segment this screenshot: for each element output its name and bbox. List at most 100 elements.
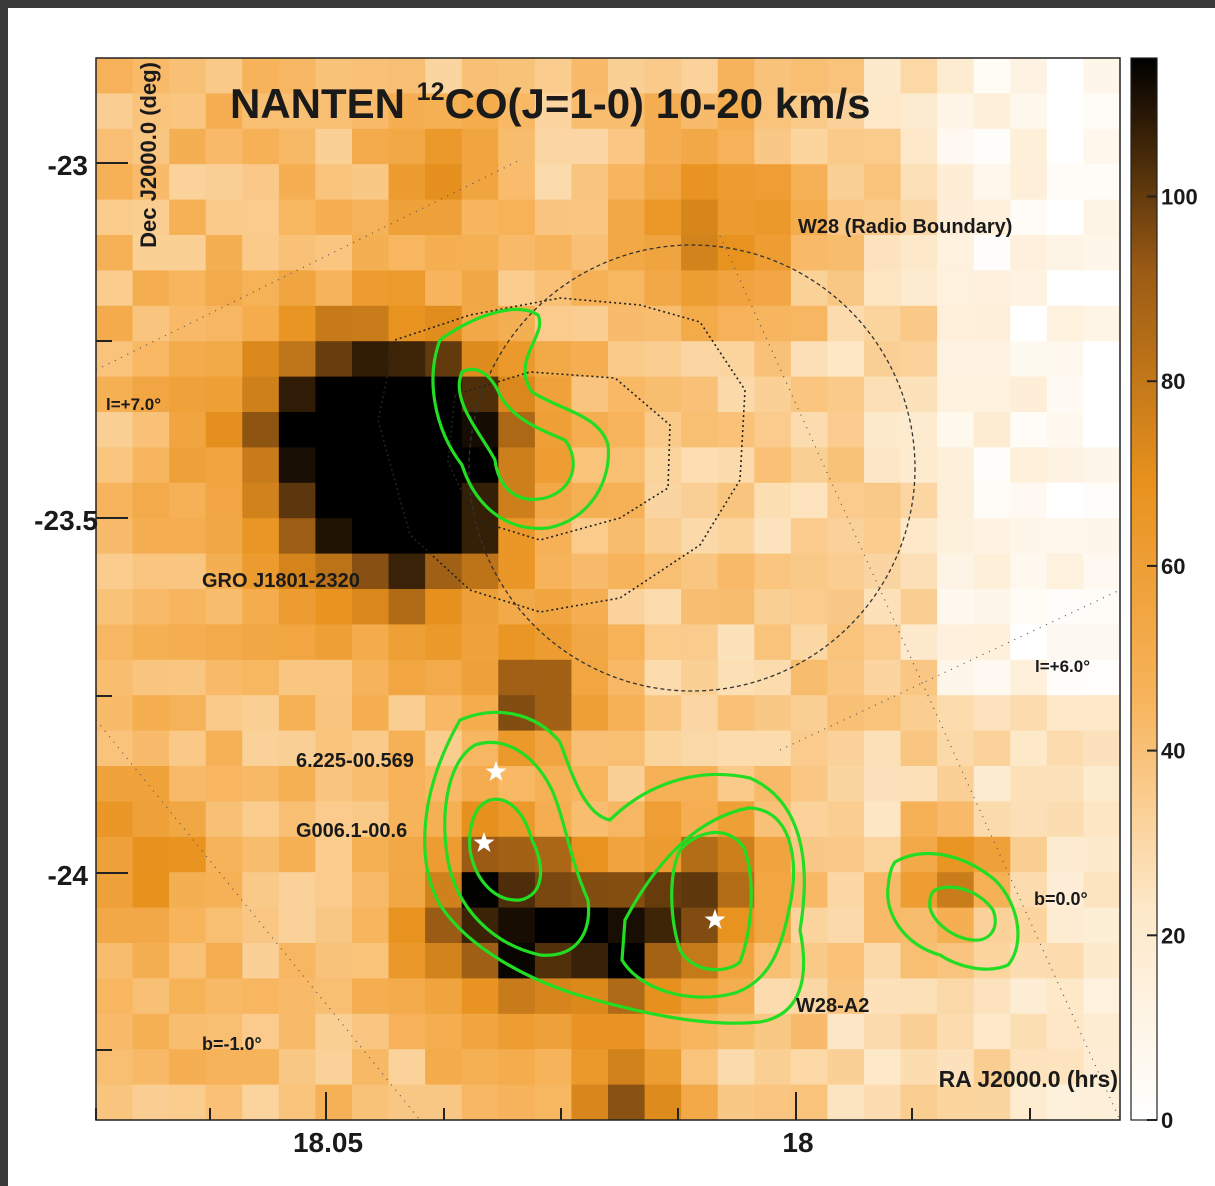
heatmap-cell	[900, 766, 938, 802]
heatmap-cell	[534, 270, 573, 307]
heatmap-cell	[278, 1084, 317, 1120]
heatmap-cell	[754, 447, 792, 484]
heatmap-cell	[352, 836, 390, 873]
heatmap-cell	[1046, 1084, 1085, 1120]
heatmap-cell	[96, 907, 134, 944]
heatmap-cell	[973, 766, 1011, 802]
heatmap-cell	[132, 235, 170, 271]
heatmap-cell	[1046, 199, 1085, 236]
heatmap-cell	[242, 1049, 280, 1086]
heatmap-cell	[608, 376, 646, 413]
heatmap-cell	[608, 1049, 646, 1086]
heatmap-cell	[425, 164, 463, 201]
heatmap-cell	[973, 164, 1011, 201]
heatmap-cell	[498, 1084, 536, 1120]
heatmap-cell	[169, 270, 207, 307]
heatmap-cell	[1083, 93, 1120, 130]
heatmap-cell	[717, 730, 755, 767]
heatmap-cell	[973, 305, 1011, 342]
heatmap-cell	[278, 553, 317, 590]
heatmap-cell	[827, 801, 865, 838]
heatmap-cell	[388, 872, 426, 909]
heatmap-cell	[717, 341, 755, 378]
heatmap-cell	[461, 164, 499, 201]
heatmap-cell	[973, 128, 1011, 165]
heatmap-cell	[827, 128, 865, 165]
heatmap-cell	[1083, 447, 1120, 484]
heatmap-cell	[388, 695, 426, 732]
heatmap-cell	[827, 766, 865, 802]
heatmap-cell	[754, 872, 792, 909]
heatmap-cell	[352, 766, 390, 802]
heatmap-cell	[242, 730, 280, 767]
colorbar-tick-label-1: 20	[1161, 923, 1185, 948]
heatmap-cell	[973, 1013, 1011, 1050]
heatmap-cell	[425, 730, 463, 767]
heatmap-cell	[937, 589, 975, 625]
heatmap-cell	[498, 412, 536, 448]
heatmap-cell	[571, 553, 609, 590]
y-tick-label-2: -23.5	[34, 505, 98, 536]
heatmap-cell	[315, 730, 353, 767]
heatmap-cell	[169, 235, 207, 271]
heatmap-cell	[352, 412, 390, 448]
heatmap-cell	[937, 730, 975, 767]
heatmap-cell	[790, 695, 829, 732]
heatmap-cell	[754, 836, 792, 873]
heatmap-cell	[608, 907, 646, 944]
heatmap-cell	[242, 164, 280, 201]
heatmap-cell	[608, 341, 646, 378]
heatmap-cell	[754, 624, 792, 661]
source-label-1: 6.225-00.569	[296, 750, 414, 772]
heatmap-cell	[534, 58, 573, 94]
heatmap-cell	[608, 695, 646, 732]
heatmap-cell	[96, 199, 134, 236]
heatmap-cell	[498, 1013, 536, 1050]
heatmap-cell	[1083, 376, 1120, 413]
heatmap-cell	[352, 1013, 390, 1050]
heatmap-cell	[498, 235, 536, 271]
heatmap-cell	[937, 270, 975, 307]
heatmap-cell	[790, 447, 829, 484]
heatmap-cell	[315, 801, 353, 838]
heatmap-cells	[96, 58, 1120, 1120]
heatmap-cell	[169, 447, 207, 484]
heatmap-cell	[608, 659, 646, 696]
heatmap-cell	[608, 482, 646, 519]
heatmap-cell	[827, 624, 865, 661]
heatmap-cell	[461, 730, 499, 767]
heatmap-cell	[96, 376, 134, 413]
heatmap-cell	[1010, 270, 1048, 307]
heatmap-cell	[608, 1013, 646, 1050]
heatmap-cell	[608, 412, 646, 448]
heatmap-cell	[900, 730, 938, 767]
heatmap-cell	[973, 58, 1011, 94]
heatmap-cell	[571, 659, 609, 696]
heatmap-cell	[717, 482, 755, 519]
heatmap-cell	[278, 270, 317, 307]
heatmap-cell	[681, 58, 719, 94]
tev-contour-south-outer	[423, 710, 806, 1025]
y-tick-label-1: -23	[48, 150, 88, 181]
heatmap-cell	[132, 341, 170, 378]
heatmap-cell	[1046, 270, 1085, 307]
heatmap-cell	[681, 376, 719, 413]
heatmap-cell	[352, 58, 390, 94]
heatmap-cell	[864, 801, 902, 838]
heatmap-cell	[864, 589, 902, 625]
heatmap-cell	[132, 907, 170, 944]
heatmap-cell	[1083, 624, 1120, 661]
heatmap-cell	[315, 447, 353, 484]
heatmap-cell	[1046, 164, 1085, 201]
heatmap-cell	[827, 341, 865, 378]
colorbar-tick-label-3: 60	[1161, 554, 1185, 579]
heatmap-cell	[827, 235, 865, 271]
heatmap-cell	[242, 1013, 280, 1050]
heatmap-cell	[132, 872, 170, 909]
heatmap-cell	[315, 128, 353, 165]
heatmap-cell	[973, 447, 1011, 484]
heatmap-cell	[425, 128, 463, 165]
heatmap-cell	[169, 199, 207, 236]
heatmap-cell	[205, 235, 243, 271]
heatmap-cell	[352, 943, 390, 979]
